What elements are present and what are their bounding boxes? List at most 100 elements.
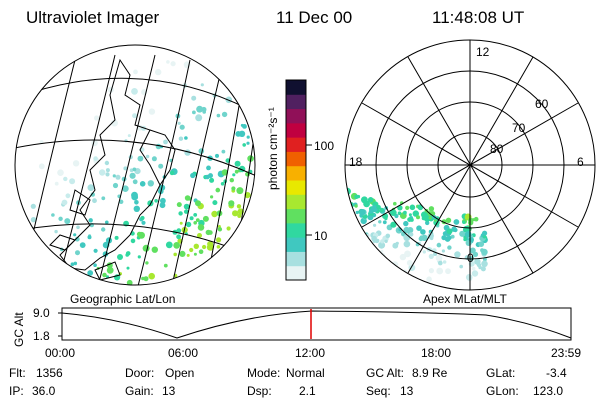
glat-label: GLat: xyxy=(486,366,516,380)
emission-point xyxy=(141,220,146,225)
colorbar-cell xyxy=(286,165,306,181)
emission-point xyxy=(163,139,168,145)
emission-point xyxy=(209,177,215,183)
emission-point xyxy=(445,268,451,275)
emission-point xyxy=(428,206,435,212)
emission-point xyxy=(382,220,387,225)
emission-point xyxy=(94,115,100,121)
altitude-curve xyxy=(61,310,572,339)
emission-point xyxy=(75,250,80,256)
emission-point xyxy=(234,169,239,174)
seq-value: 13 xyxy=(400,384,414,398)
emission-point xyxy=(436,267,444,275)
emission-point xyxy=(101,227,106,232)
emission-point xyxy=(441,249,445,253)
emission-point xyxy=(422,250,426,254)
emission-point xyxy=(427,232,434,239)
emission-point xyxy=(202,110,206,114)
emission-point xyxy=(480,266,486,272)
emission-point xyxy=(211,210,218,218)
emission-point xyxy=(445,217,452,223)
emission-point xyxy=(127,134,131,138)
emission-point xyxy=(193,221,197,225)
emission-point xyxy=(158,163,164,169)
emission-point xyxy=(453,219,460,225)
emission-point xyxy=(139,181,146,187)
emission-point xyxy=(111,119,118,127)
emission-point xyxy=(363,200,370,208)
emission-point xyxy=(235,131,242,137)
emission-point xyxy=(240,123,244,127)
emission-point xyxy=(206,243,214,251)
seq-label: Seq: xyxy=(366,384,391,398)
emission-point xyxy=(126,266,130,270)
emission-point xyxy=(444,236,451,242)
emission-point xyxy=(226,226,231,231)
emission-point xyxy=(112,182,119,189)
emission-point xyxy=(196,105,204,113)
mode-label: Mode: xyxy=(247,366,281,380)
gain-value: 13 xyxy=(162,384,176,398)
emission-point xyxy=(160,197,166,204)
emission-point xyxy=(369,215,374,219)
emission-point xyxy=(112,174,116,178)
emission-point xyxy=(166,60,170,64)
emission-point xyxy=(173,252,177,257)
emission-point xyxy=(63,176,68,182)
emission-point xyxy=(133,205,140,212)
emission-point xyxy=(421,234,428,241)
emission-point xyxy=(379,207,384,213)
emission-point xyxy=(88,218,93,223)
emission-point xyxy=(395,241,399,245)
emission-point xyxy=(409,232,414,237)
colorbar-cell xyxy=(286,180,306,195)
emission-point xyxy=(74,236,80,242)
emission-point xyxy=(420,229,426,235)
emission-point xyxy=(471,270,479,277)
date-label: 11 Dec 00 xyxy=(276,8,353,27)
emission-point xyxy=(409,217,414,222)
emission-point xyxy=(154,199,158,203)
colorbar-cell xyxy=(286,237,306,252)
emission-point xyxy=(232,173,236,177)
emission-point xyxy=(126,279,133,285)
emission-point xyxy=(131,88,138,95)
colorbar-cell xyxy=(286,80,306,95)
emission-point xyxy=(212,200,218,206)
emission-point xyxy=(412,210,419,217)
emission-point xyxy=(38,163,45,170)
emission-point xyxy=(399,253,407,261)
altitude-ytick-1-8: 1.8 xyxy=(33,329,50,343)
altitude-ylabel: GC Alt xyxy=(12,312,26,347)
globe-limb xyxy=(14,44,256,286)
door-value: Open xyxy=(165,366,195,380)
emission-point xyxy=(234,160,241,167)
emission-point xyxy=(178,136,184,141)
emission-point xyxy=(179,124,185,130)
glon-value: 123.0 xyxy=(533,384,564,398)
mode-value: Normal xyxy=(286,366,325,380)
left-panel-caption: Geographic Lat/Lon xyxy=(70,292,176,306)
emission-point xyxy=(459,264,464,269)
emission-point xyxy=(425,220,430,226)
emission-point xyxy=(390,221,397,228)
emission-point xyxy=(57,169,64,176)
emission-point xyxy=(376,205,381,210)
emission-point xyxy=(195,200,201,207)
emission-point xyxy=(189,247,194,253)
emission-point xyxy=(384,216,388,221)
gcalt-value: 8.9 Re xyxy=(412,366,448,380)
flt-label: Flt: xyxy=(9,366,26,380)
emission-point xyxy=(442,231,448,237)
emission-point xyxy=(473,216,479,222)
emission-point xyxy=(104,160,110,166)
ip-value: 36.0 xyxy=(32,384,56,398)
emission-point xyxy=(183,203,190,210)
emission-point xyxy=(184,209,189,214)
emission-point xyxy=(133,69,138,75)
emission-point xyxy=(87,184,95,192)
colorbar-cell xyxy=(286,108,306,124)
mlat-label-70: 70 xyxy=(512,121,526,135)
mlt-label-0: 0 xyxy=(467,251,474,265)
